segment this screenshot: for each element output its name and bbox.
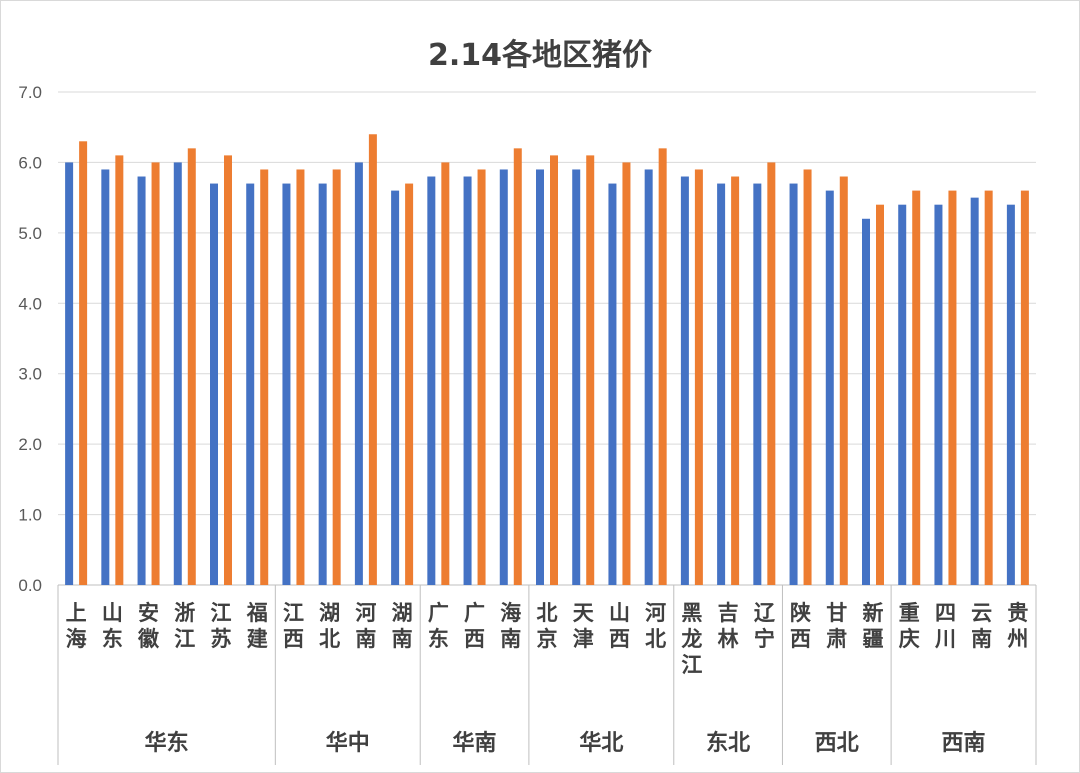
bar bbox=[839, 176, 848, 585]
y-tick-label: 2.0 bbox=[18, 435, 42, 454]
y-tick-label: 0.0 bbox=[18, 576, 42, 595]
bar bbox=[767, 162, 776, 585]
bar bbox=[1006, 204, 1015, 585]
bar bbox=[332, 169, 341, 585]
bar bbox=[825, 190, 834, 585]
x-tick-label: 安徽 bbox=[137, 601, 160, 651]
bar bbox=[499, 169, 508, 585]
x-tick-label: 广西 bbox=[464, 601, 485, 651]
x-tick-label: 河南 bbox=[355, 601, 376, 651]
bar bbox=[260, 169, 269, 585]
bar bbox=[210, 183, 218, 586]
bar bbox=[586, 155, 595, 585]
group-label: 西北 bbox=[815, 731, 859, 756]
bar bbox=[912, 190, 921, 585]
y-tick-label: 6.0 bbox=[18, 153, 42, 172]
x-tick-label: 湖北 bbox=[319, 601, 340, 651]
bar bbox=[1020, 190, 1029, 585]
x-tick-label: 甘肃 bbox=[826, 601, 847, 651]
bar bbox=[753, 183, 762, 586]
bar bbox=[173, 162, 182, 585]
x-tick-label: 海南 bbox=[500, 601, 521, 651]
bar bbox=[187, 148, 196, 586]
bar bbox=[550, 155, 558, 585]
bar bbox=[644, 169, 653, 585]
x-tick-label: 重庆 bbox=[899, 601, 920, 651]
x-tick-label: 河北 bbox=[645, 601, 666, 651]
x-tick-label: 福建 bbox=[246, 601, 268, 651]
bar bbox=[608, 183, 617, 586]
bar bbox=[151, 162, 160, 585]
bar bbox=[137, 176, 146, 585]
bar bbox=[391, 190, 400, 585]
bar bbox=[463, 176, 472, 585]
bar bbox=[898, 204, 907, 585]
bar bbox=[934, 204, 943, 585]
x-tick-label: 天津 bbox=[573, 601, 595, 651]
bar bbox=[477, 169, 486, 585]
bar bbox=[876, 204, 884, 585]
bar bbox=[368, 134, 377, 585]
y-tick-label: 7.0 bbox=[18, 83, 42, 102]
bar bbox=[862, 218, 870, 585]
x-tick-label: 四川 bbox=[934, 601, 956, 651]
group-label: 华东 bbox=[145, 730, 189, 756]
x-tick-label: 黑龙江 bbox=[681, 601, 702, 677]
x-tick-label: 云南 bbox=[971, 601, 992, 651]
bar bbox=[282, 183, 291, 586]
bar bbox=[246, 183, 255, 586]
x-tick-label: 山东 bbox=[102, 601, 123, 651]
bar bbox=[622, 162, 631, 585]
bar bbox=[513, 148, 522, 586]
bar bbox=[694, 169, 703, 585]
bar bbox=[101, 169, 110, 585]
x-tick-label: 山西 bbox=[609, 601, 630, 651]
x-tick-label: 上海 bbox=[66, 601, 87, 651]
group-label: 西南 bbox=[942, 731, 986, 756]
bar bbox=[717, 183, 726, 586]
x-tick-label: 江西 bbox=[283, 601, 304, 651]
bar bbox=[441, 162, 450, 585]
x-tick-label: 广东 bbox=[428, 601, 449, 651]
bar bbox=[731, 176, 740, 585]
x-tick-label: 浙江 bbox=[174, 601, 195, 651]
bar bbox=[658, 148, 667, 586]
bar bbox=[427, 176, 436, 585]
x-tick-label: 吉林 bbox=[718, 601, 739, 651]
x-tick-label: 北京 bbox=[537, 601, 558, 651]
bar bbox=[405, 183, 414, 586]
y-tick-label: 1.0 bbox=[18, 506, 42, 525]
chart-title: 2.14各地区猪价 bbox=[427, 38, 653, 73]
bar bbox=[572, 169, 581, 585]
bar bbox=[803, 169, 812, 585]
bar bbox=[680, 176, 689, 585]
group-label: 华中 bbox=[326, 730, 370, 756]
bar bbox=[224, 155, 232, 585]
bar bbox=[65, 162, 74, 585]
bar bbox=[115, 155, 124, 585]
bar bbox=[354, 162, 363, 585]
bar bbox=[79, 141, 88, 586]
bar bbox=[536, 169, 544, 585]
x-tick-label: 新疆 bbox=[863, 601, 884, 651]
bar bbox=[296, 169, 305, 585]
group-label: 华南 bbox=[453, 730, 497, 756]
x-tick-label: 贵州 bbox=[1007, 601, 1028, 651]
y-tick-label: 4.0 bbox=[18, 294, 42, 313]
x-tick-label: 湖南 bbox=[392, 601, 413, 651]
x-tick-label: 辽宁 bbox=[754, 601, 776, 651]
x-tick-label: 江苏 bbox=[211, 601, 232, 651]
bar bbox=[318, 183, 327, 586]
bar bbox=[789, 183, 798, 586]
bar bbox=[970, 197, 979, 585]
y-tick-label: 5.0 bbox=[18, 224, 42, 243]
bar bbox=[984, 190, 993, 585]
x-tick-label: 陕西 bbox=[790, 601, 811, 651]
group-label: 东北 bbox=[706, 730, 750, 756]
bar bbox=[948, 190, 957, 585]
y-tick-label: 3.0 bbox=[18, 365, 42, 384]
group-label: 华北 bbox=[579, 730, 623, 756]
